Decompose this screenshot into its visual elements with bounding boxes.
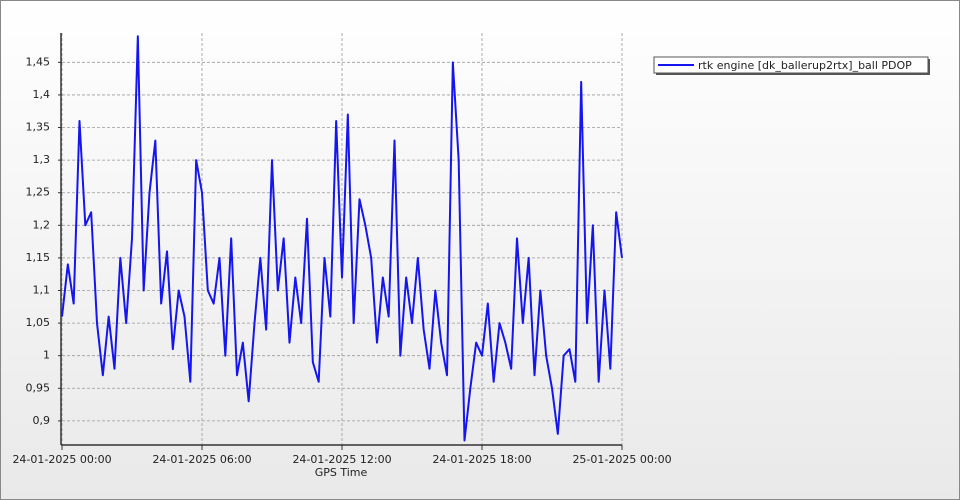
y-tick-label: 1,1 [33,284,51,297]
y-tick-label: 1,25 [26,186,51,199]
y-tick-label: 0,9 [33,414,51,427]
legend-label: rtk engine [dk_ballerup2rtx]_ball PDOP [698,59,912,72]
x-tick-label: 25-01-2025 00:00 [572,453,671,466]
y-tick-label: 1,15 [26,251,51,264]
x-axis-title: GPS Time [315,466,368,479]
legend-box [653,56,929,74]
y-tick-label: 1,2 [33,218,51,231]
y-tick-label: 1,05 [26,316,51,329]
data-line [61,35,623,442]
x-tick-label: 24-01-2025 06:00 [152,453,251,466]
y-tick-label: 1,4 [33,88,51,101]
x-tick-label: 24-01-2025 00:00 [12,453,111,466]
x-tick-label: 24-01-2025 18:00 [432,453,531,466]
x-tick-label: 24-01-2025 12:00 [292,453,391,466]
y-tick-label: 1,35 [26,121,51,134]
y-tick-label: 1,45 [26,55,51,68]
y-tick-label: 1,3 [33,153,51,166]
y-tick-label: 0,95 [26,381,51,394]
y-tick-label: 1 [43,349,50,362]
